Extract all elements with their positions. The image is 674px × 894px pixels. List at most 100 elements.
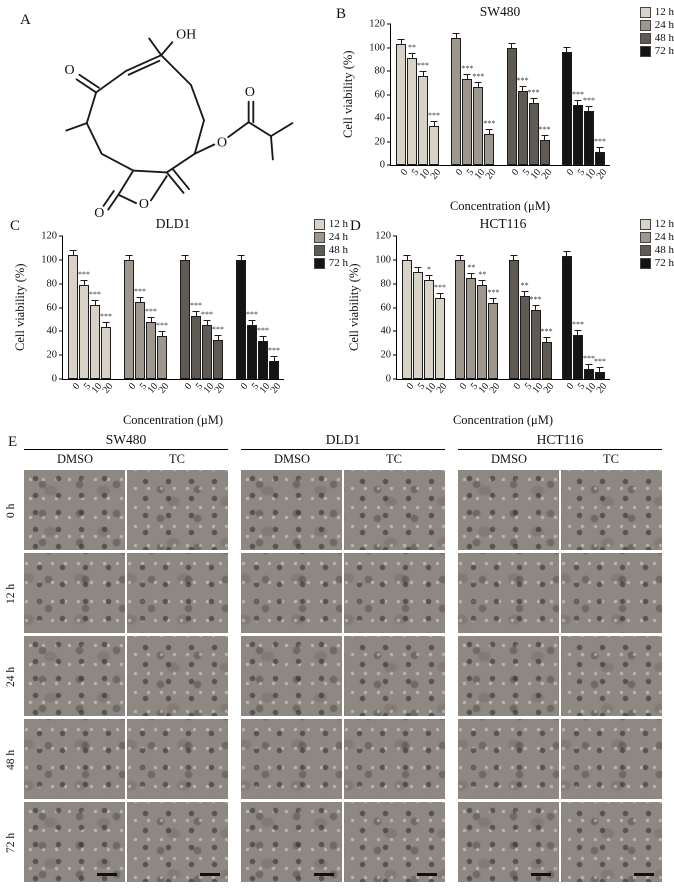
scale-bar [97,873,117,876]
viability-bar [79,284,89,379]
y-tick: 40 [47,326,63,337]
viability-bar [157,336,167,379]
plot-area: 0 20 40 60 80 100 120 0 5 ** 10 *** 20 *** 0 5 *** 10 *** 2… [369,19,610,182]
viability-bar [506,47,517,165]
x-tick-label: 0 [398,167,411,178]
significance-marker: ** [408,43,416,53]
viability-bar [519,295,530,379]
y-tick: 0 [52,374,63,385]
viability-bar [213,339,223,379]
error-bar [563,47,571,52]
error-bar [414,266,422,272]
bar-group-12h: 0 5 10 * 20 *** [402,236,449,396]
significance-marker: ** [520,280,529,290]
timepoint-label: 48 h [5,749,17,770]
micrograph-sw480-tc-48h [127,719,228,799]
error-bar [425,275,433,280]
treatment-label: TC [169,452,185,466]
error-bar [403,254,411,260]
error-bar [532,304,540,310]
error-bar [192,310,200,316]
timepoint-label: 12 h [5,583,17,604]
legend-swatch [313,257,325,269]
legend-item: 48 h [313,244,348,256]
micrograph-sw480-dmso-12h [24,553,125,633]
x-tick-label: 0 [404,381,417,392]
ketone-oxygen-label: O [64,63,74,78]
legend-item: 72 h [639,257,674,269]
legend-swatch [639,45,651,57]
micrograph-dld1-tc-48h [344,719,445,799]
viability-bar [488,302,499,379]
viability-bar [466,277,477,379]
viability-bar [429,126,439,165]
treatment-label: DMSO [56,452,94,466]
timepoint-labels: 0 h 12 h 24 h 48 h 72 h [0,469,22,884]
chart-title: HCT116 [479,216,527,231]
viability-bar [407,58,417,165]
viability-bar [572,105,583,165]
significance-marker: *** [268,346,280,356]
x-tick-label: 0 [238,381,251,392]
micrograph-hct116-tc-12h [561,553,662,633]
error-bar [543,337,551,342]
significance-marker: *** [417,60,429,70]
x-axis-label: Concentration (μM) [122,413,224,427]
scale-bar [200,873,220,876]
viability-bar [68,255,78,379]
significance-marker: *** [145,306,157,316]
x-tick-label: 20 [594,381,610,396]
significance-marker: *** [461,64,474,74]
micrograph-dld1-dmso-0h [241,470,342,550]
x-tick-label: 20 [539,167,555,182]
y-axis-label: Cell viability (%) [341,50,355,138]
significance-marker: *** [89,290,101,300]
bar-group-72h: 0 5 *** 10 *** 20 *** [561,24,609,182]
error-bar [508,42,516,48]
y-tick: 0 [386,374,397,385]
bar-group-48h: 0 5 *** 10 *** 20 *** [180,236,227,396]
micrograph-sw480-tc-72h [127,802,228,882]
x-tick-label: 20 [487,381,503,396]
significance-marker: *** [593,137,606,147]
error-bar [237,254,245,260]
significance-marker: *** [582,95,595,105]
treatment-label: DMSO [490,452,528,466]
x-tick-label: 20 [434,381,450,396]
micrograph-hct116-tc-24h [561,636,662,716]
micrograph-row [241,470,445,550]
viability-bar [530,309,541,379]
panel-label-d: D [350,218,361,234]
y-tick: 100 [375,254,397,265]
error-bar [248,320,256,325]
viability-bar [191,315,201,379]
error-bar [203,320,211,325]
significance-marker: *** [540,327,553,337]
legend-item: 12 h [639,218,674,230]
y-tick: 60 [381,302,397,313]
micrograph-sw480-tc-0h [127,470,228,550]
micrograph-row [458,802,662,882]
error-bar [485,129,493,134]
timepoint-label: 0 h [5,503,17,518]
legend-swatch [313,244,325,256]
viability-bar [101,326,111,379]
micrograph-hct116-tc-0h [561,470,662,550]
micrograph-hct116-dmso-48h [458,719,559,799]
significance-marker: *** [538,125,551,135]
lactone-oxygen-label: O [139,197,149,212]
legend-item: 48 h [639,32,674,44]
panel-label-e: E [8,434,18,450]
error-bar [519,85,527,91]
error-bar [585,364,593,369]
significance-marker: * [427,265,431,275]
micrograph-sw480-tc-12h [127,553,228,633]
x-tick-label: 0 [564,381,577,392]
error-bar [510,254,518,260]
significance-marker: *** [529,294,542,304]
micrograph-hct116-dmso-24h [458,636,559,716]
micrograph-hct116-dmso-72h [458,802,559,882]
x-tick-label: 0 [564,167,577,178]
significance-marker: *** [516,75,529,85]
micrograph-sw480-tc-24h [127,636,228,716]
